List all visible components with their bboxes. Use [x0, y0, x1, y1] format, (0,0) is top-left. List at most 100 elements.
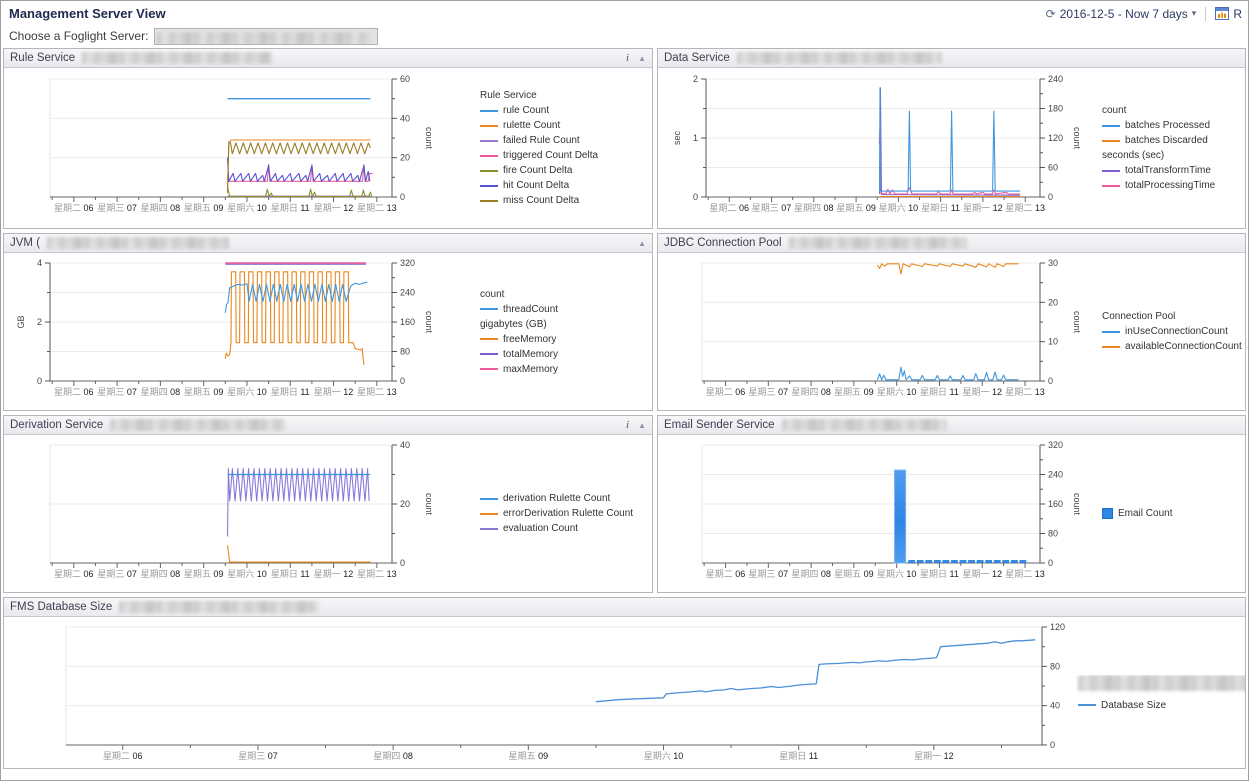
legend-swatch	[1102, 330, 1120, 333]
legend-label: triggered Count Delta	[503, 150, 599, 161]
svg-text:0: 0	[37, 376, 42, 386]
svg-text:count: count	[424, 492, 434, 515]
legend-swatch	[480, 353, 498, 355]
legend-item: availableConnectionCount	[1102, 341, 1245, 352]
panel-header: Derivation Service i ▲	[4, 416, 652, 435]
legend-item: hit Count Delta	[480, 180, 652, 191]
legend-swatch	[480, 527, 498, 530]
legend-item: batches Processed	[1102, 120, 1245, 131]
svg-text:80: 80	[1048, 528, 1058, 538]
legend-group-label: Rule Service	[480, 90, 537, 101]
svg-text:星期五 09: 星期五 09	[184, 387, 224, 397]
svg-text:0: 0	[1048, 376, 1053, 386]
legend-item: evaluation Count	[480, 523, 652, 534]
redacted-text	[788, 237, 967, 249]
redacted-server-name	[157, 31, 372, 44]
legend-swatch	[1102, 508, 1113, 519]
data-service-chart: 星期二 06 星期三 07 星期四 08 星期五 09 星期六 10 星期日 11 星期一 …	[672, 74, 1082, 213]
svg-text:星期三 07: 星期三 07	[749, 387, 789, 397]
svg-text:120: 120	[1048, 133, 1063, 143]
legend-label: failed Rule Count	[503, 135, 580, 146]
svg-text:星期日 11: 星期日 11	[921, 203, 960, 213]
svg-text:星期日 11: 星期日 11	[271, 387, 310, 397]
svg-text:星期五 09: 星期五 09	[836, 203, 876, 213]
svg-text:星期二 06: 星期二 06	[706, 387, 746, 397]
legend-swatch	[1102, 345, 1120, 348]
svg-text:MB: MB	[1074, 679, 1076, 693]
svg-text:60: 60	[1048, 163, 1058, 173]
legend-swatch	[480, 139, 498, 142]
legend-swatch	[480, 308, 498, 310]
derivation-service-legend: derivation Rulette Count errorDerivation …	[478, 493, 652, 534]
svg-text:0: 0	[1048, 192, 1053, 202]
redacted-text	[781, 419, 947, 431]
legend-item: failed Rule Count	[480, 135, 652, 146]
legend-label: fire Count Delta	[503, 165, 573, 176]
legend-label: threadCount	[503, 303, 559, 315]
legend-swatch	[480, 184, 498, 187]
email-legend: Email Count	[1100, 508, 1245, 519]
info-icon[interactable]: i	[626, 52, 630, 64]
legend-item: miss Count Delta	[480, 195, 652, 206]
legend-label: batches Discarded	[1125, 135, 1208, 146]
reports-button[interactable]: R	[1215, 7, 1242, 21]
svg-text:sec: sec	[672, 131, 682, 146]
svg-text:星期日 11: 星期日 11	[920, 387, 959, 397]
legend-group-label: Connection Pool	[1102, 311, 1176, 322]
legend-label: hit Count Delta	[503, 180, 570, 191]
panel-email-sender-service: Email Sender Service 星期二 06 星期三 07 星期四 08 星…	[657, 415, 1246, 593]
legend-group-label: count	[1102, 105, 1127, 116]
svg-text:星期一 12: 星期一 12	[914, 751, 954, 761]
svg-text:GB: GB	[16, 315, 26, 328]
svg-text:星期五 09: 星期五 09	[834, 387, 874, 397]
legend-item: errorDerivation Rulette Count	[480, 508, 652, 519]
svg-text:0: 0	[400, 376, 405, 386]
svg-text:count: count	[1072, 127, 1082, 150]
legend-label: Database Size	[1101, 699, 1167, 711]
collapse-icon[interactable]: ▲	[638, 53, 646, 63]
svg-text:星期一 12: 星期一 12	[962, 387, 1002, 397]
jvm-legend: count threadCount gigabytes (GB) freeMemory…	[478, 289, 652, 375]
server-select-dropdown[interactable]	[154, 27, 379, 45]
svg-text:count: count	[424, 310, 434, 333]
legend-label: miss Count Delta	[503, 195, 580, 206]
legend-swatch	[480, 124, 498, 127]
time-range-control[interactable]: ⟳ 2016-12-5 - Now 7 days ▾	[1046, 7, 1197, 21]
rule-service-chart: 星期二 06 星期三 07 星期四 08 星期五 09 星期六 10 星期日 11 星期一 …	[49, 74, 434, 213]
legend-item: Email Count	[1102, 508, 1245, 519]
derivation-service-chart: 星期二 06 星期三 07 星期四 08 星期五 09 星期六 10 星期日 11 星期一 …	[49, 440, 434, 579]
svg-text:0: 0	[400, 192, 405, 202]
panel-header: Email Sender Service	[658, 416, 1245, 435]
svg-text:4: 4	[37, 258, 42, 268]
legend-item: Database Size	[1078, 700, 1245, 711]
legend-item: triggered Count Delta	[480, 150, 652, 161]
collapse-icon[interactable]: ▲	[638, 420, 646, 430]
panel-header: FMS Database Size	[4, 598, 1245, 617]
collapse-icon[interactable]: ▲	[638, 238, 646, 248]
legend-item: totalTransformTime	[1102, 165, 1245, 176]
legend-label: rule Count	[503, 105, 550, 116]
svg-text:2: 2	[693, 74, 698, 84]
legend-label: batches Processed	[1125, 120, 1211, 131]
svg-text:星期一 12: 星期一 12	[314, 387, 354, 397]
svg-text:20: 20	[1048, 297, 1058, 307]
svg-text:星期四 08: 星期四 08	[373, 751, 413, 761]
svg-text:星期三 07: 星期三 07	[97, 569, 137, 579]
svg-text:count: count	[1072, 310, 1082, 333]
legend-swatch	[1102, 184, 1120, 187]
legend-item: derivation Rulette Count	[480, 493, 652, 504]
data-service-legend: count batches Processed batches Discarded s…	[1100, 105, 1245, 191]
svg-text:星期三 07: 星期三 07	[97, 387, 137, 397]
panel-title: Rule Service	[10, 52, 76, 64]
panel-header: Data Service	[658, 49, 1245, 68]
svg-text:星期六 10: 星期六 10	[227, 202, 267, 213]
svg-text:星期二 06: 星期二 06	[54, 203, 94, 213]
svg-text:星期六 10: 星期六 10	[227, 568, 267, 579]
svg-text:星期三 07: 星期三 07	[749, 569, 789, 579]
legend-group-label: seconds (sec)	[1102, 150, 1165, 161]
svg-text:星期二 06: 星期二 06	[706, 569, 746, 579]
panel-header: JVM ( ▲	[4, 234, 652, 253]
panel-fms-database-size: FMS Database Size 星期二 06 星期三 07 星期四 08 星期五 …	[3, 597, 1246, 769]
svg-text:20: 20	[400, 499, 410, 509]
info-icon[interactable]: i	[626, 419, 630, 431]
